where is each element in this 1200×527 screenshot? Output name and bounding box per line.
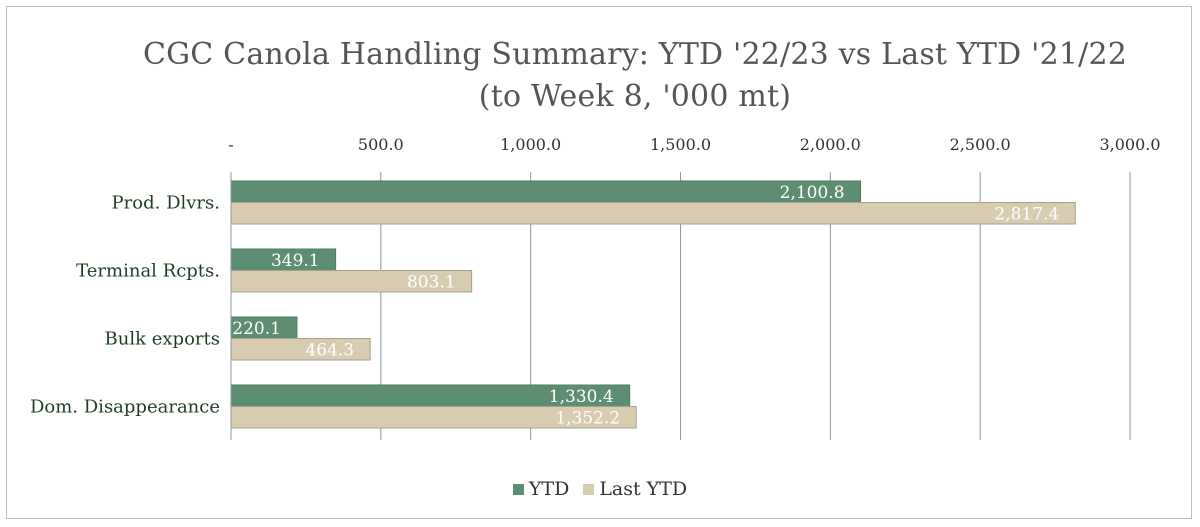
data-label: 464.3 xyxy=(305,340,354,360)
data-label: 220.1 xyxy=(232,319,281,339)
x-tick-label: - xyxy=(228,135,233,154)
chart-title-line-1: CGC Canola Handling Summary: YTD '22/23 … xyxy=(142,37,1128,72)
bar-last-ytd xyxy=(230,202,1076,225)
bar-ytd xyxy=(230,180,862,203)
data-label: 1,352.2 xyxy=(555,408,620,428)
x-tick-label: 1,500.0 xyxy=(650,135,711,154)
chart-legend: YTD Last YTD xyxy=(0,478,1200,500)
category-label: Prod. Dlvrs. xyxy=(112,193,220,214)
x-tick-label: 2,500.0 xyxy=(950,135,1011,154)
legend-swatch-last-ytd xyxy=(583,483,595,495)
x-tick-label: 500.0 xyxy=(358,135,404,154)
legend-swatch-ytd xyxy=(512,483,524,495)
category-label: Bulk exports xyxy=(105,329,220,350)
x-tick-label: 3,000.0 xyxy=(1099,135,1160,154)
data-label: 2,100.8 xyxy=(780,183,845,203)
category-label: Dom. Disappearance xyxy=(30,397,220,418)
data-label: 803.1 xyxy=(407,272,456,292)
legend-label-last-ytd: Last YTD xyxy=(599,478,688,500)
legend-label-ytd: YTD xyxy=(528,478,570,500)
chart-title: CGC Canola Handling Summary: YTD '22/23 … xyxy=(0,34,1200,118)
category-label: Terminal Rcpts. xyxy=(76,261,220,282)
data-label: 2,817.4 xyxy=(994,204,1059,224)
x-tick-label: 1,000.0 xyxy=(500,135,561,154)
legend-item-ytd: YTD xyxy=(512,478,570,500)
chart-frame xyxy=(6,6,1192,519)
data-label: 349.1 xyxy=(271,251,320,271)
chart-title-line-2: (to Week 8, '000 mt) xyxy=(478,79,792,114)
legend-item-last-ytd: Last YTD xyxy=(583,478,687,500)
x-tick-label: 2,000.0 xyxy=(800,135,861,154)
data-label: 1,330.4 xyxy=(549,387,614,407)
